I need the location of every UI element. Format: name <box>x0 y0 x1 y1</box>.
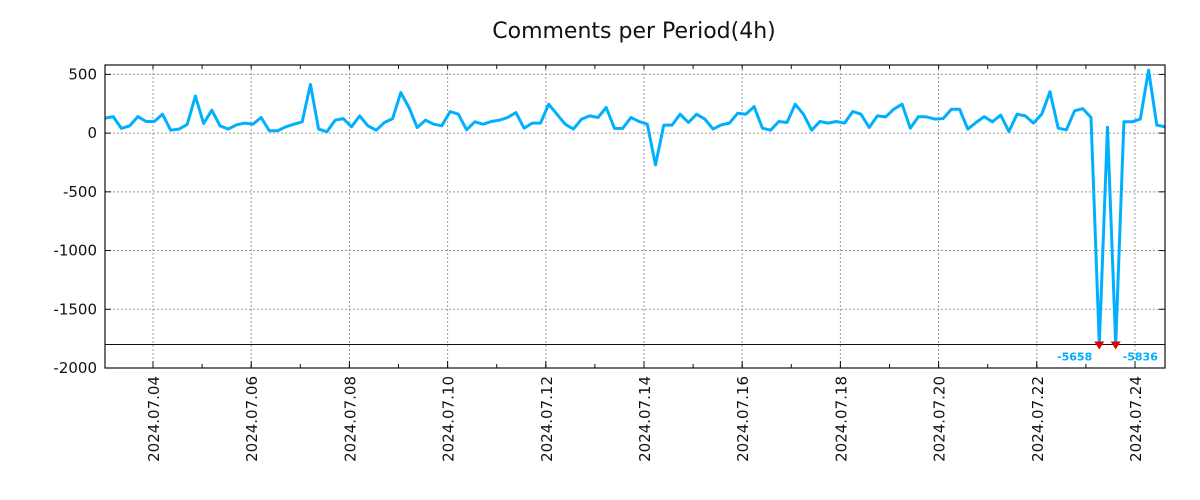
clipped-point-marker <box>1094 341 1105 350</box>
y-tick-label: -1000 <box>53 242 97 260</box>
series-line <box>104 68 1166 346</box>
x-tick-label: 2024.07.14 <box>636 376 654 462</box>
clipped-point-marker <box>1110 341 1121 350</box>
x-tick-label: 2024.07.04 <box>145 376 163 462</box>
axis-ticks: 500 0 -500 -1000 -1500 -2000 2024.07.04 2024.07… <box>53 65 1165 462</box>
x-tick-label: 2024.07.06 <box>243 376 261 462</box>
clipped-value-label: -5836 <box>1123 351 1159 364</box>
y-tick-label: 500 <box>68 65 97 83</box>
clipped-value-label: -5658 <box>1057 351 1092 364</box>
x-tick-label: 2024.07.18 <box>832 376 850 462</box>
x-tick-label: 2024.07.10 <box>440 376 458 462</box>
x-tick-label: 2024.07.22 <box>1029 376 1047 462</box>
y-tick-label: -500 <box>63 183 97 201</box>
chart-title: Comments per Period(4h) <box>492 19 776 44</box>
x-tick-label: 2024.07.24 <box>1127 376 1145 462</box>
x-tick-label: 2024.07.16 <box>734 376 752 462</box>
y-tick-label: -1500 <box>53 300 97 318</box>
y-tick-label: -2000 <box>53 359 97 377</box>
grid <box>105 65 1165 368</box>
x-tick-label: 2024.07.20 <box>931 376 949 462</box>
x-tick-label: 2024.07.12 <box>538 376 556 462</box>
series-comments: -5658 -5836 <box>104 68 1166 364</box>
plot-frame <box>104 64 1166 369</box>
x-tick-label: 2024.07.08 <box>341 376 359 462</box>
y-tick-label: 0 <box>87 124 97 142</box>
